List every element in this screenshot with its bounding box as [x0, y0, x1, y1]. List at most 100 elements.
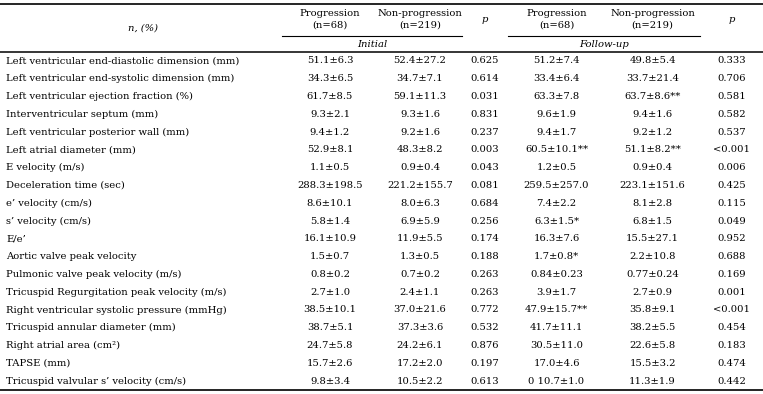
Text: 221.2±155.7: 221.2±155.7 — [387, 181, 453, 190]
Text: n, (%): n, (%) — [128, 24, 158, 32]
Text: Left ventricular end-systolic dimension (mm): Left ventricular end-systolic dimension … — [6, 74, 234, 83]
Text: 0.263: 0.263 — [471, 288, 499, 297]
Text: 0.263: 0.263 — [471, 270, 499, 279]
Text: 0.684: 0.684 — [471, 199, 499, 208]
Text: 0.197: 0.197 — [471, 359, 499, 368]
Text: 0.706: 0.706 — [717, 74, 745, 83]
Text: 7.4±2.2: 7.4±2.2 — [536, 199, 577, 208]
Text: 59.1±11.3: 59.1±11.3 — [394, 92, 446, 101]
Text: 9.4±1.2: 9.4±1.2 — [310, 128, 350, 137]
Text: 0.001: 0.001 — [717, 288, 746, 297]
Text: <0.001: <0.001 — [713, 145, 750, 154]
Text: 0.237: 0.237 — [471, 128, 499, 137]
Text: 24.2±6.1: 24.2±6.1 — [397, 341, 443, 350]
Text: 9.4±1.6: 9.4±1.6 — [633, 110, 672, 119]
Text: 0.9±0.4: 0.9±0.4 — [633, 163, 672, 172]
Text: 1.5±0.7: 1.5±0.7 — [310, 252, 350, 261]
Text: Pulmonic valve peak velocity (m/s): Pulmonic valve peak velocity (m/s) — [6, 270, 182, 279]
Text: <0.001: <0.001 — [713, 305, 750, 314]
Text: Non-progression
(n=219): Non-progression (n=219) — [610, 9, 695, 29]
Text: 24.7±5.8: 24.7±5.8 — [307, 341, 353, 350]
Text: 0.952: 0.952 — [717, 234, 745, 243]
Text: 9.8±3.4: 9.8±3.4 — [310, 377, 350, 386]
Text: 0.582: 0.582 — [717, 110, 745, 119]
Text: 0.081: 0.081 — [471, 181, 499, 190]
Text: 0.442: 0.442 — [717, 377, 746, 386]
Text: 0.876: 0.876 — [471, 341, 499, 350]
Text: 0.77±0.24: 0.77±0.24 — [626, 270, 679, 279]
Text: 288.3±198.5: 288.3±198.5 — [297, 181, 363, 190]
Text: Deceleration time (sec): Deceleration time (sec) — [6, 181, 125, 190]
Text: 2.7±1.0: 2.7±1.0 — [310, 288, 350, 297]
Text: 6.3±1.5*: 6.3±1.5* — [534, 216, 579, 225]
Text: 63.7±8.6**: 63.7±8.6** — [624, 92, 681, 101]
Text: 30.5±11.0: 30.5±11.0 — [530, 341, 583, 350]
Text: 0.333: 0.333 — [717, 56, 745, 65]
Text: 15.7±2.6: 15.7±2.6 — [307, 359, 353, 368]
Text: Tricuspid Regurgitation peak velocity (m/s): Tricuspid Regurgitation peak velocity (m… — [6, 288, 227, 297]
Text: 0.772: 0.772 — [471, 305, 499, 314]
Text: 0.174: 0.174 — [471, 234, 500, 243]
Text: 1.1±0.5: 1.1±0.5 — [310, 163, 350, 172]
Text: e’ velocity (cm/s): e’ velocity (cm/s) — [6, 199, 92, 208]
Text: 9.2±1.2: 9.2±1.2 — [633, 128, 672, 137]
Text: 52.9±8.1: 52.9±8.1 — [307, 145, 353, 154]
Text: E velocity (m/s): E velocity (m/s) — [6, 163, 85, 172]
Text: 9.3±2.1: 9.3±2.1 — [310, 110, 350, 119]
Text: 0.688: 0.688 — [717, 252, 745, 261]
Text: 0.84±0.23: 0.84±0.23 — [530, 270, 583, 279]
Text: 48.3±8.2: 48.3±8.2 — [397, 145, 443, 154]
Text: 8.0±6.3: 8.0±6.3 — [400, 199, 440, 208]
Text: 0.614: 0.614 — [471, 74, 499, 83]
Text: 0.581: 0.581 — [717, 92, 746, 101]
Text: 0.006: 0.006 — [717, 163, 745, 172]
Text: 37.3±3.6: 37.3±3.6 — [397, 323, 443, 332]
Text: 0.003: 0.003 — [471, 145, 499, 154]
Text: 0.031: 0.031 — [471, 92, 499, 101]
Text: 8.6±10.1: 8.6±10.1 — [307, 199, 353, 208]
Text: s’ velocity (cm/s): s’ velocity (cm/s) — [6, 216, 91, 225]
Text: 0.043: 0.043 — [471, 163, 499, 172]
Text: 34.7±7.1: 34.7±7.1 — [397, 74, 443, 83]
Text: 33.4±6.4: 33.4±6.4 — [533, 74, 580, 83]
Text: 0.188: 0.188 — [471, 252, 499, 261]
Text: Interventricular septum (mm): Interventricular septum (mm) — [6, 110, 158, 119]
Text: Right atrial area (cm²): Right atrial area (cm²) — [6, 341, 120, 350]
Text: 0.183: 0.183 — [717, 341, 746, 350]
Text: 8.1±2.8: 8.1±2.8 — [633, 199, 672, 208]
Text: Left ventricular ejection fraction (%): Left ventricular ejection fraction (%) — [6, 92, 193, 101]
Text: Initial: Initial — [357, 39, 387, 48]
Text: Progression
(n=68): Progression (n=68) — [526, 9, 587, 29]
Text: 0.9±0.4: 0.9±0.4 — [400, 163, 440, 172]
Text: 33.7±21.4: 33.7±21.4 — [626, 74, 679, 83]
Text: 51.2±7.4: 51.2±7.4 — [533, 56, 580, 65]
Text: Progression
(n=68): Progression (n=68) — [300, 9, 360, 29]
Text: E/e’: E/e’ — [6, 234, 26, 243]
Text: 63.3±7.8: 63.3±7.8 — [533, 92, 580, 101]
Text: 61.7±8.5: 61.7±8.5 — [307, 92, 353, 101]
Text: 16.3±7.6: 16.3±7.6 — [533, 234, 580, 243]
Text: 0.454: 0.454 — [717, 323, 746, 332]
Text: 0.8±0.2: 0.8±0.2 — [310, 270, 350, 279]
Text: 6.8±1.5: 6.8±1.5 — [633, 216, 672, 225]
Text: Left atrial diameter (mm): Left atrial diameter (mm) — [6, 145, 136, 154]
Text: 0.625: 0.625 — [471, 56, 499, 65]
Text: 0.474: 0.474 — [717, 359, 746, 368]
Text: 0.532: 0.532 — [471, 323, 499, 332]
Text: 2.2±10.8: 2.2±10.8 — [629, 252, 676, 261]
Text: 17.0±4.6: 17.0±4.6 — [533, 359, 580, 368]
Text: 16.1±10.9: 16.1±10.9 — [304, 234, 356, 243]
Text: 51.1±8.2**: 51.1±8.2** — [624, 145, 681, 154]
Text: 0.256: 0.256 — [471, 216, 499, 225]
Text: Left ventricular posterior wall (mm): Left ventricular posterior wall (mm) — [6, 128, 189, 137]
Text: Tricuspid annular diameter (mm): Tricuspid annular diameter (mm) — [6, 323, 175, 332]
Text: 0.613: 0.613 — [471, 377, 499, 386]
Text: 3.9±1.7: 3.9±1.7 — [536, 288, 577, 297]
Text: 11.3±1.9: 11.3±1.9 — [629, 377, 676, 386]
Text: p: p — [481, 15, 488, 24]
Text: 47.9±15.7**: 47.9±15.7** — [525, 305, 588, 314]
Text: Tricuspid valvular s’ velocity (cm/s): Tricuspid valvular s’ velocity (cm/s) — [6, 377, 186, 386]
Text: 9.6±1.9: 9.6±1.9 — [536, 110, 577, 119]
Text: 11.9±5.5: 11.9±5.5 — [397, 234, 443, 243]
Text: 0.169: 0.169 — [717, 270, 745, 279]
